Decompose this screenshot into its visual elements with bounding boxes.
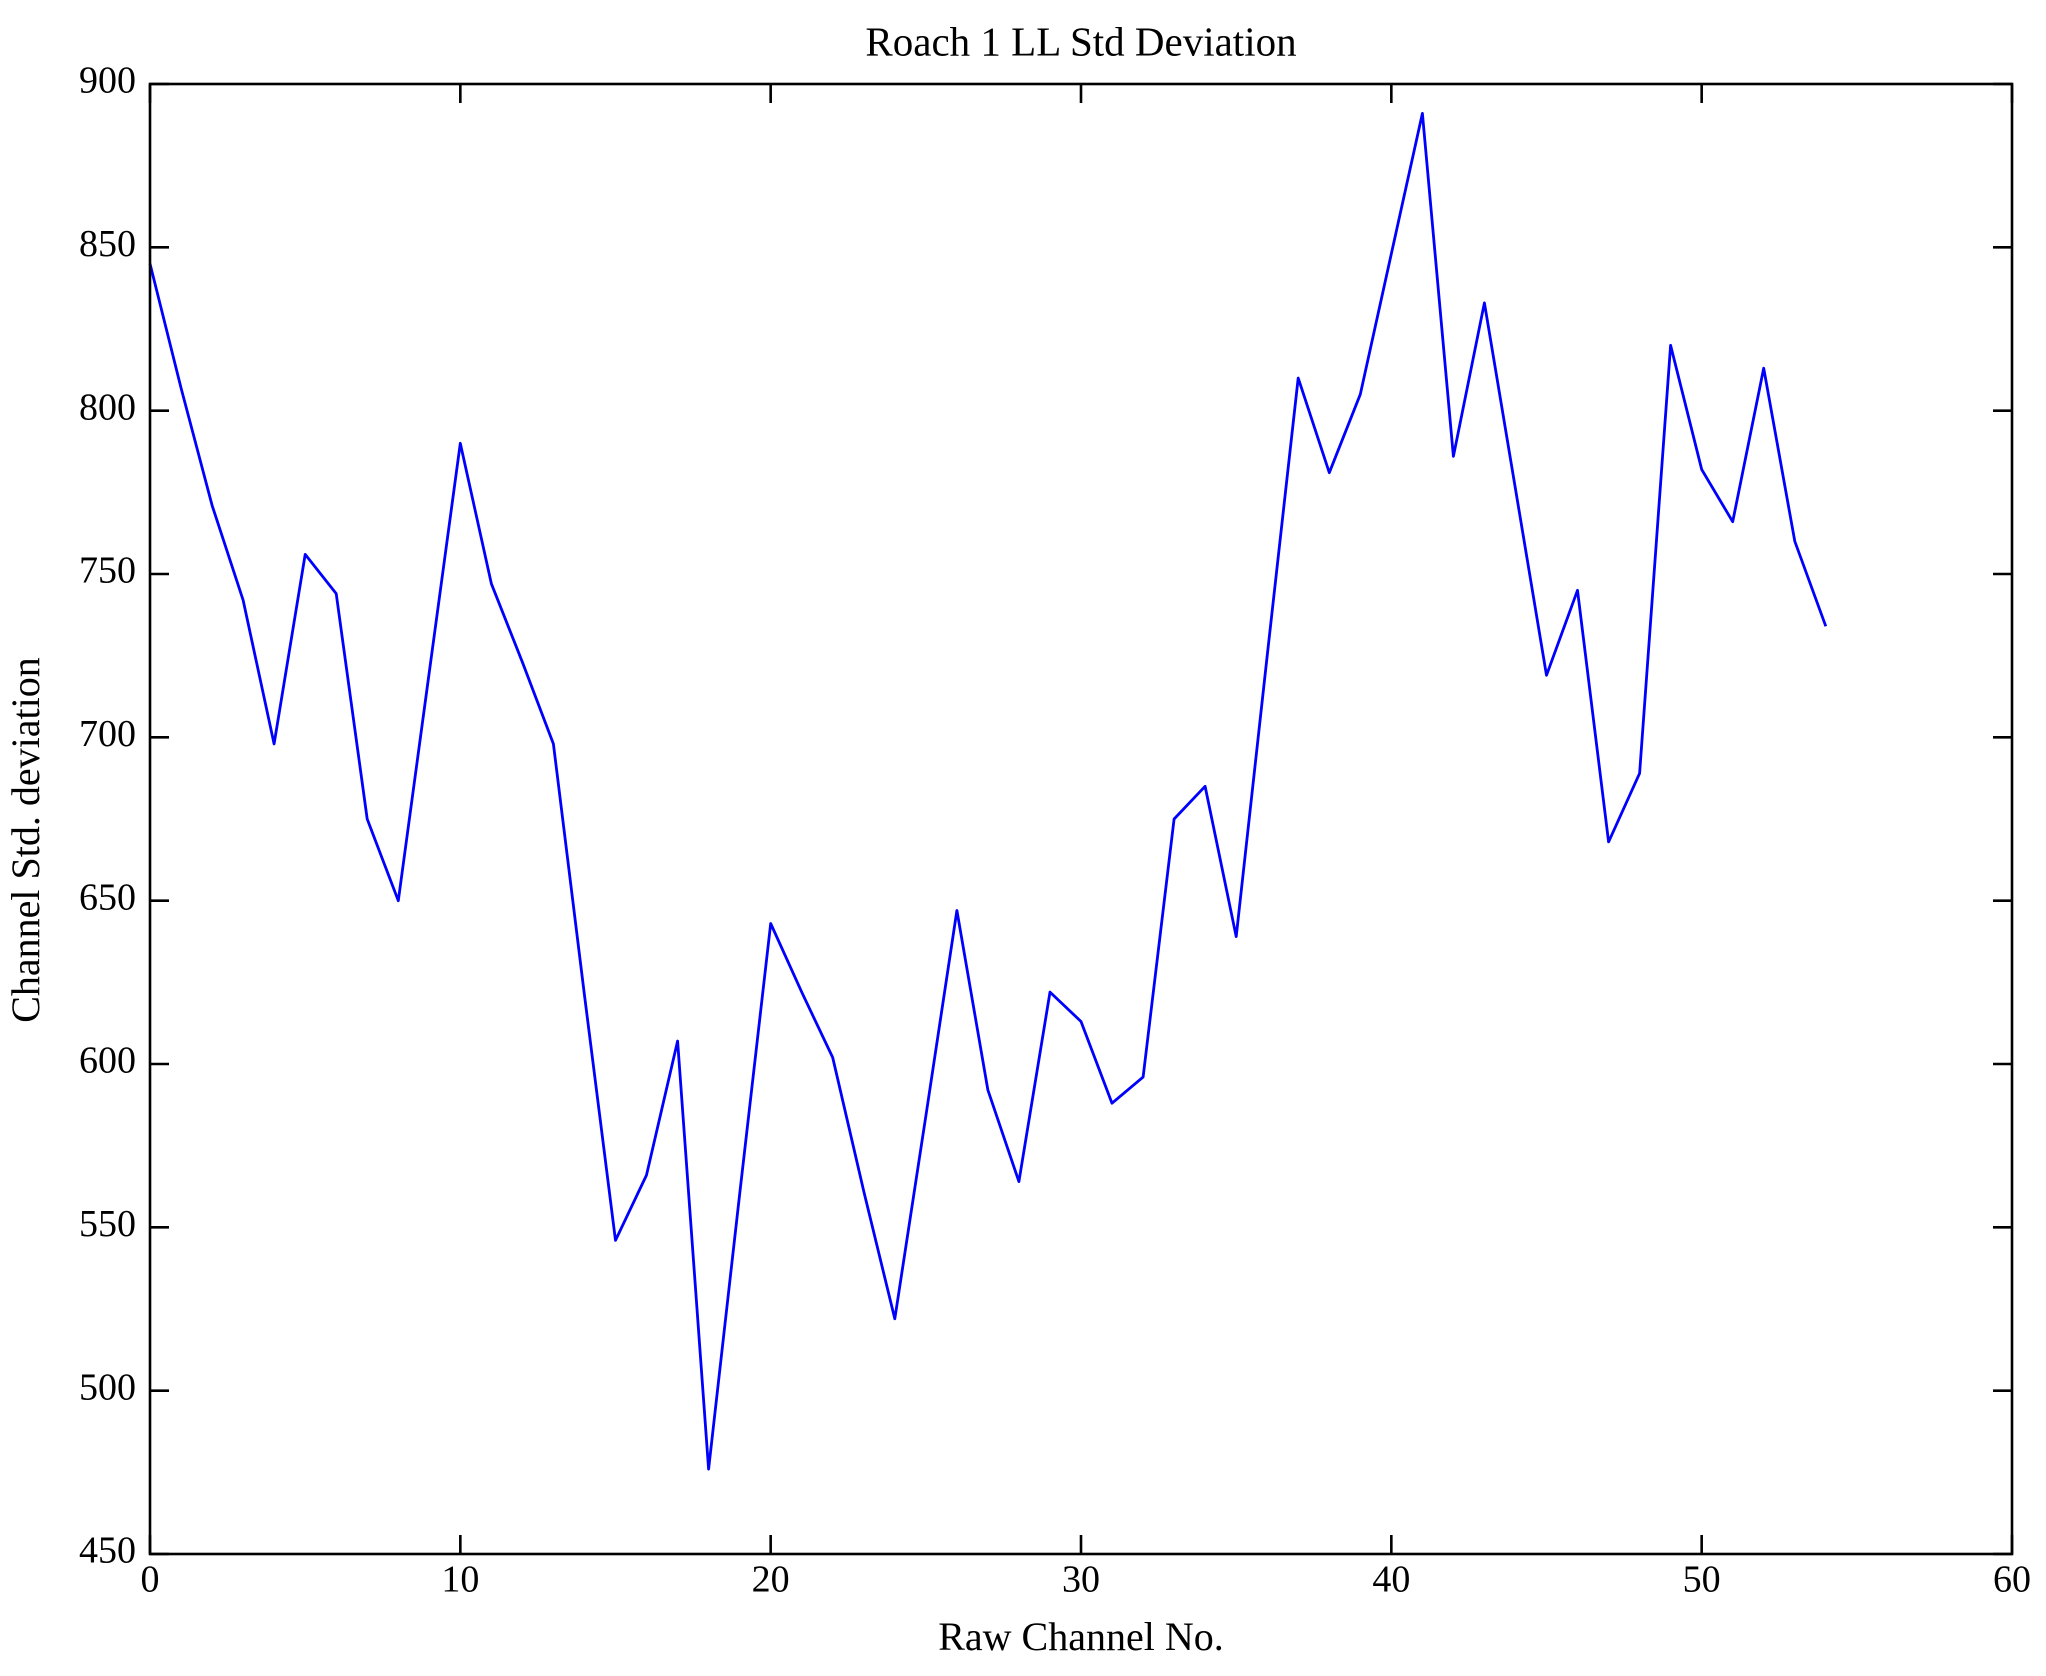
y-tick-label: 450 bbox=[79, 1530, 136, 1572]
x-axis-label: Raw Channel No. bbox=[938, 1614, 1224, 1659]
x-tick-label: 0 bbox=[141, 1559, 160, 1601]
y-tick-label: 650 bbox=[79, 876, 136, 918]
x-tick-label: 60 bbox=[1993, 1559, 2031, 1601]
x-tick-label: 20 bbox=[752, 1559, 790, 1601]
x-tick-label: 50 bbox=[1683, 1559, 1721, 1601]
y-tick-label: 900 bbox=[79, 60, 136, 102]
tick-labels: 0 10 20 30 40 50 60 450 500 550 600 650 700 750 800 850… bbox=[79, 60, 2031, 1601]
y-tick-label: 600 bbox=[79, 1040, 136, 1082]
data-series bbox=[148, 112, 1828, 1471]
y-tick-label: 850 bbox=[79, 223, 136, 265]
y-tick-label: 700 bbox=[79, 713, 136, 755]
x-tick-label: 30 bbox=[1062, 1559, 1100, 1601]
x-tick-label: 10 bbox=[441, 1559, 479, 1601]
y-tick-label: 750 bbox=[79, 550, 136, 592]
std-deviation-line bbox=[148, 112, 1828, 1471]
x-tick-label: 40 bbox=[1372, 1559, 1410, 1601]
y-axis-label: Channel Std. deviation bbox=[3, 657, 48, 1023]
y-tick-label: 500 bbox=[79, 1366, 136, 1408]
chart-title: Roach 1 LL Std Deviation bbox=[865, 18, 1296, 64]
axis-ticks bbox=[148, 82, 2014, 1556]
y-tick-label: 800 bbox=[79, 386, 136, 428]
y-tick-label: 550 bbox=[79, 1203, 136, 1245]
plot-border bbox=[148, 82, 2014, 1556]
